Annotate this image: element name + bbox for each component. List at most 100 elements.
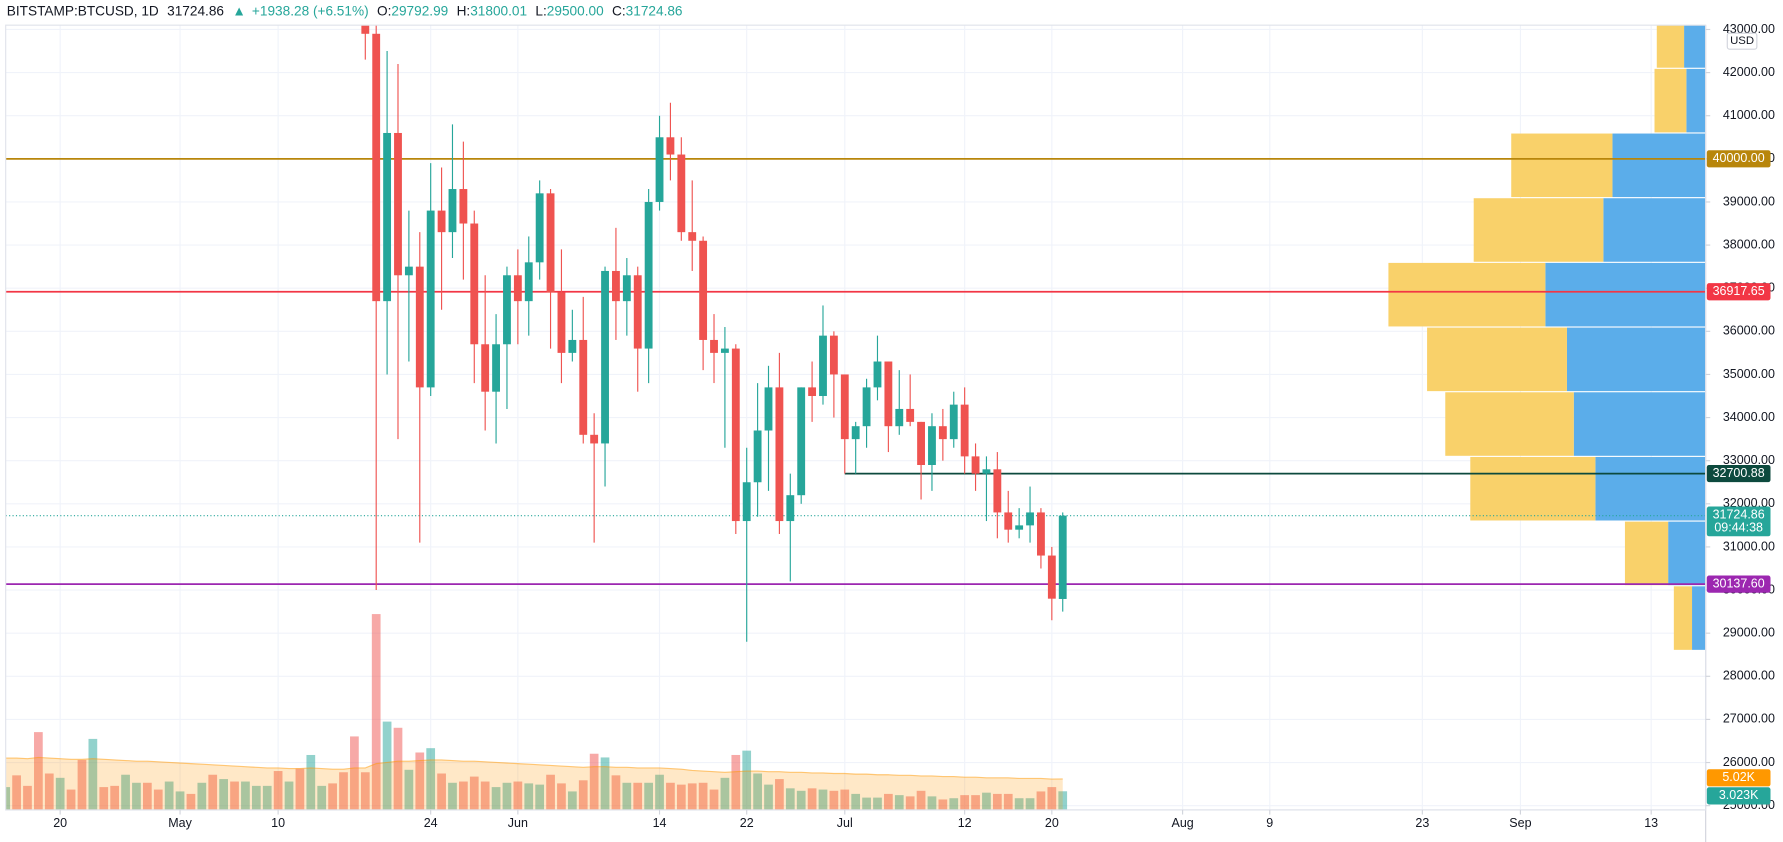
volume-bar xyxy=(982,792,991,810)
volume-bar xyxy=(775,779,784,810)
profile-up-bar xyxy=(1668,521,1706,586)
candle-body xyxy=(884,361,893,427)
candle-body xyxy=(437,210,446,233)
x-tick-label: 22 xyxy=(740,816,754,830)
profile-down-bar xyxy=(1654,68,1687,133)
y-tick-label: 29000.00 xyxy=(1723,625,1775,639)
y-tick-label: 33000.00 xyxy=(1723,453,1775,467)
currency-box xyxy=(1726,32,1758,50)
candle-body xyxy=(448,189,457,233)
axes: 25000.0026000.0027000.0028000.0029000.00… xyxy=(53,22,1775,830)
candle-body xyxy=(524,262,533,302)
volume-bar xyxy=(371,614,381,810)
candle-body xyxy=(633,275,642,349)
candle-body xyxy=(688,232,697,241)
volume-bar xyxy=(142,782,152,810)
volume-bar xyxy=(415,752,425,810)
volume-bar xyxy=(851,793,861,810)
volume-bar xyxy=(960,795,970,810)
change-arrow: ▲ xyxy=(232,3,246,18)
volume-ma-box xyxy=(1706,769,1771,787)
volume-bar xyxy=(840,789,850,810)
volume-ma-line xyxy=(5,756,1063,780)
profile-down-bar xyxy=(1470,456,1596,521)
volume-bar xyxy=(785,788,795,810)
volume-bar xyxy=(622,782,632,810)
price-line-box xyxy=(1706,283,1771,301)
candle-body xyxy=(960,404,969,457)
candle-body xyxy=(851,426,860,440)
x-tick-label: Aug xyxy=(1171,816,1193,830)
volume-bar xyxy=(186,793,196,810)
profile-up-bar xyxy=(1595,456,1706,521)
volume-bar xyxy=(720,777,730,810)
volume-bar xyxy=(502,782,512,810)
candle-body xyxy=(579,339,588,435)
volume-bar xyxy=(884,793,893,810)
last-price: 31724.86 xyxy=(167,3,224,18)
volume-bar xyxy=(197,782,207,810)
candle-body xyxy=(677,154,686,233)
candle-body xyxy=(1004,512,1013,530)
candle-body xyxy=(622,275,631,302)
x-tick-label: 23 xyxy=(1415,816,1429,830)
high-value: 31800.01 xyxy=(470,3,527,18)
volume-bar xyxy=(894,795,904,810)
candle-body xyxy=(840,374,849,440)
open-value: 29792.99 xyxy=(391,3,448,18)
candle-body xyxy=(982,469,991,474)
y-tick-label: 36000.00 xyxy=(1723,324,1775,338)
price-line-box xyxy=(1706,575,1771,593)
volume-bar xyxy=(873,797,882,810)
y-tick-label: 26000.00 xyxy=(1723,755,1775,769)
candle-body xyxy=(993,469,1002,513)
profile-down-bar xyxy=(1427,327,1567,392)
candle-body xyxy=(601,270,609,444)
volume-bar xyxy=(55,777,65,810)
profile-down-bar xyxy=(1656,25,1685,68)
candle-body xyxy=(655,137,664,202)
last-price-sub: 09:44:38 xyxy=(1714,521,1763,535)
profile-down-bar xyxy=(1473,198,1604,262)
volume-bar xyxy=(317,785,327,810)
y-tick-label: 38000.00 xyxy=(1723,237,1775,251)
volume-bar xyxy=(764,784,773,810)
candle-body xyxy=(906,408,915,422)
volume-bar xyxy=(480,781,490,810)
volume-bar xyxy=(175,791,185,810)
volume-bar xyxy=(88,738,98,810)
volume-bar xyxy=(459,781,468,810)
volume-bar xyxy=(164,781,174,810)
y-tick-label: 41000.00 xyxy=(1723,108,1775,122)
x-tick-label: May xyxy=(168,816,192,830)
volume-bar xyxy=(360,772,370,810)
profile-up-bar xyxy=(1692,586,1706,650)
volume-bar xyxy=(448,782,457,810)
open-label: O: xyxy=(377,3,391,18)
volume-bar xyxy=(219,779,228,810)
x-tick-label: 24 xyxy=(424,816,438,830)
candle-body xyxy=(720,348,729,353)
candle-body xyxy=(895,408,904,427)
profile-up-bar xyxy=(1566,327,1706,392)
change: +1938.28 (+6.51%) xyxy=(252,3,369,18)
candle-body xyxy=(808,387,817,397)
y-tick-label: 28000.00 xyxy=(1723,669,1775,683)
candle-body xyxy=(503,275,511,345)
plot-area xyxy=(5,25,1706,810)
volume-bar xyxy=(655,774,664,810)
profile-up-bar xyxy=(1686,68,1706,133)
candle-body xyxy=(644,201,653,349)
candle-body xyxy=(383,132,392,302)
volume-bar xyxy=(99,787,109,810)
volume-bar xyxy=(567,791,577,810)
candle-body xyxy=(404,266,413,276)
volume-bar xyxy=(611,775,621,810)
x-tick-label: 12 xyxy=(958,816,972,830)
volume-bar xyxy=(491,787,501,810)
x-tick-label: 20 xyxy=(1045,816,1059,830)
volume-bar xyxy=(709,789,719,810)
volume-bar xyxy=(350,736,359,810)
candle-body xyxy=(742,482,751,522)
candle-body xyxy=(568,339,577,353)
